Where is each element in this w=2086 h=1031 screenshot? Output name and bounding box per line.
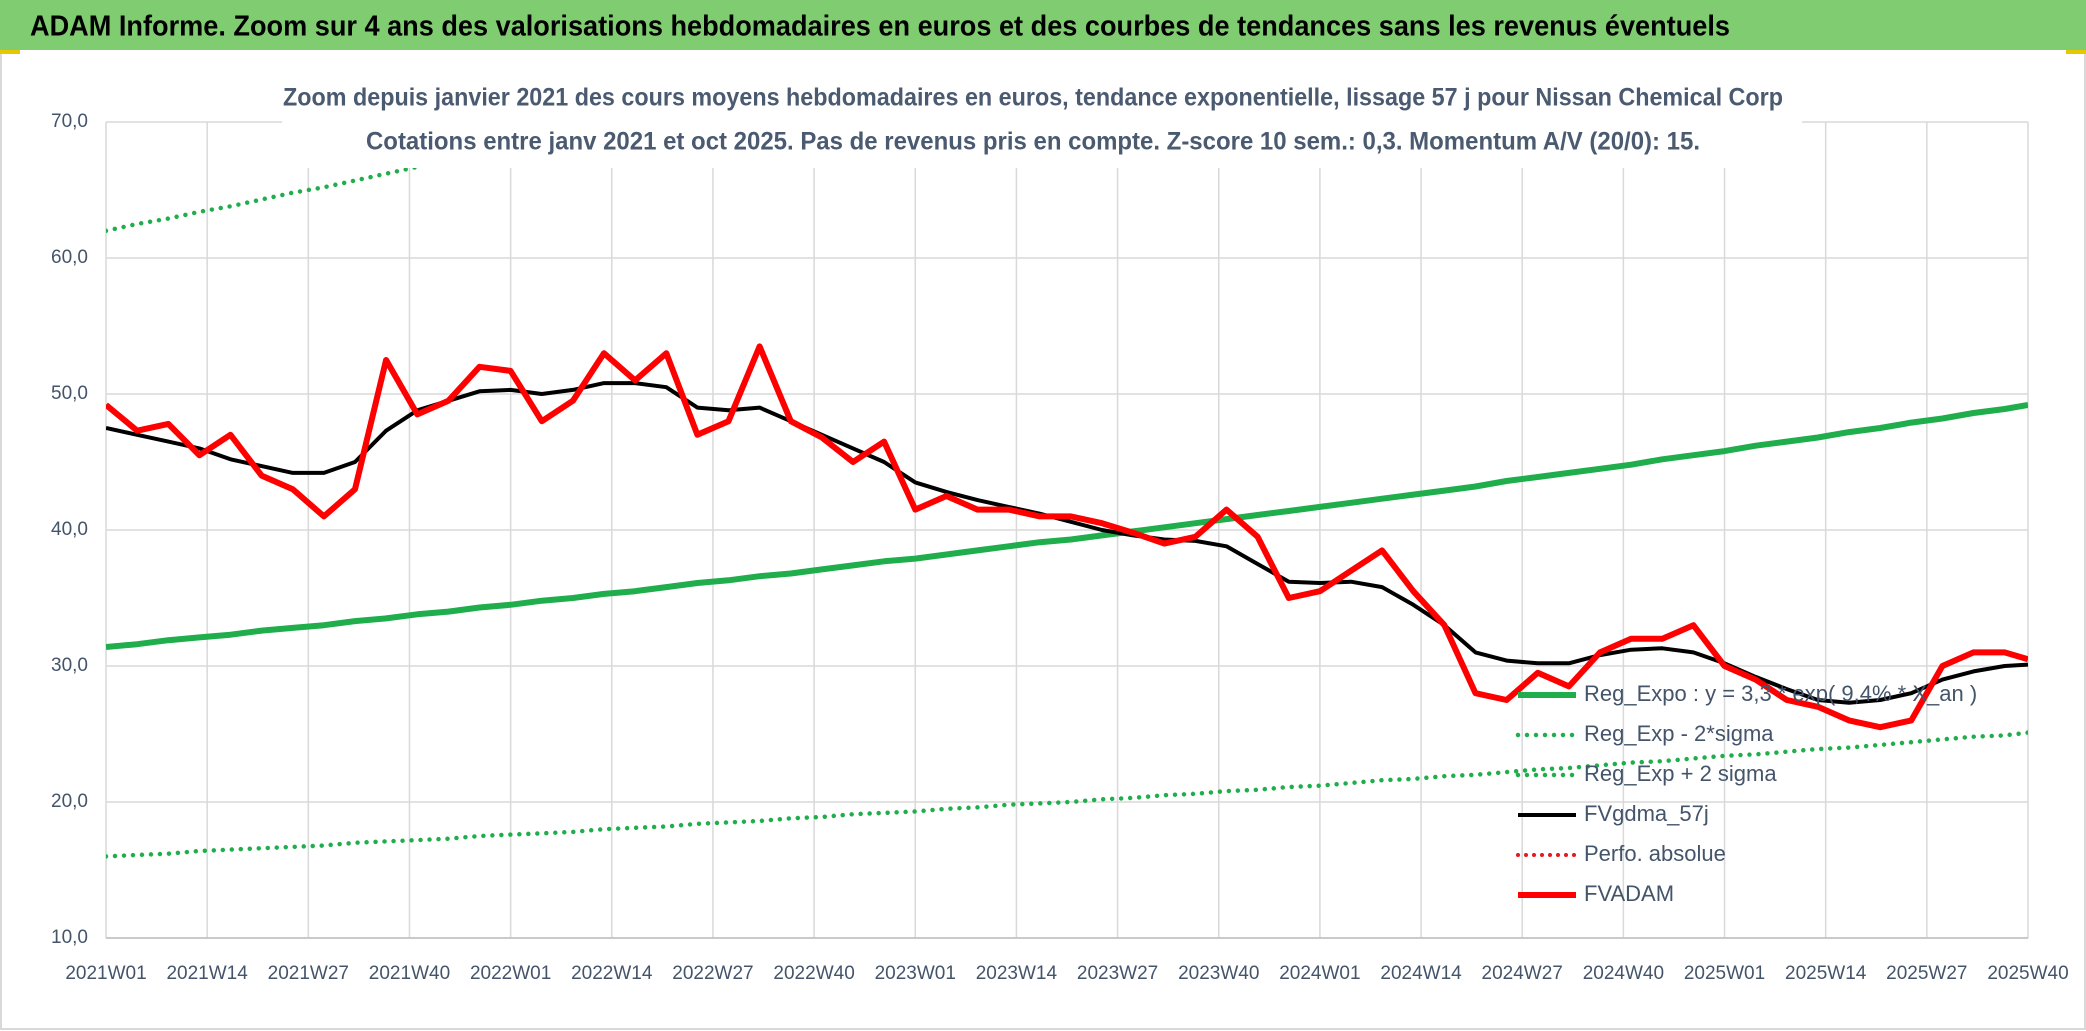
legend-label: Reg_Exp - 2*sigma [1584,721,1774,746]
y-tick-label: 60,0 [51,247,88,268]
x-tick-label: 2022W27 [672,963,753,984]
corner-accent [2066,50,2086,54]
series-line [106,401,2028,650]
y-tick-label: 40,0 [51,519,88,540]
series-line [106,343,2028,731]
x-tick-label: 2021W01 [65,963,146,984]
y-tick-label: 70,0 [51,111,88,132]
y-tick-label: 20,0 [51,791,88,812]
x-tick-label: 2021W14 [166,963,248,984]
x-tick-label: 2025W14 [1785,963,1867,984]
x-tick-label: 2024W40 [1583,963,1664,984]
corner-accent [0,50,20,54]
x-tick-label: 2022W40 [773,963,854,984]
x-tick-label: 2024W14 [1380,963,1462,984]
x-tick-label: 2023W14 [976,963,1058,984]
x-tick-label: 2025W01 [1684,963,1765,984]
x-tick-label: 2021W40 [369,963,450,984]
x-tick-label: 2023W27 [1077,963,1158,984]
x-tick-label: 2023W40 [1178,963,1259,984]
y-tick-label: 50,0 [51,383,88,404]
page-title: ADAM Informe. Zoom sur 4 ans des valoris… [30,11,1730,43]
x-tick-label: 2021W27 [268,963,349,984]
series-group [106,122,2028,859]
x-tick-label: 2022W14 [571,963,653,984]
header-bar [0,0,2086,50]
legend-label: FVADAM [1584,881,1674,906]
y-tick-label: 30,0 [51,655,88,676]
subtitle-backdrop [282,80,1802,168]
legend-label: FVgdma_57j [1584,801,1709,826]
legend-label: Perfo. absolue [1584,841,1726,866]
legend-label: Reg_Exp + 2 sigma [1584,761,1777,786]
chart-title: Zoom depuis janvier 2021 des cours moyen… [283,84,1783,112]
x-tick-label: 2022W01 [470,963,551,984]
legend: Reg_Expo : y = 3,3 * exp( 9,4% * X_an ) R… [1515,681,1977,906]
y-tick-label: 10,0 [51,927,88,948]
x-tick-label: 2024W01 [1279,963,1360,984]
legend-label: Reg_Expo : y = 3,3 * exp( 9,4% * X_an ) [1584,681,1977,706]
x-tick-label: 2025W40 [1987,963,2068,984]
axes: 10,0 20,0 30,0 40,0 50,0 60,0 70,0 2021W01 2021W… [51,111,2069,984]
x-tick-label: 2025W27 [1886,963,1967,984]
x-tick-label: 2023W01 [875,963,956,984]
x-tick-label: 2024W27 [1482,963,1563,984]
series-line [106,730,2028,859]
chart-subtitle: Cotations entre janv 2021 et oct 2025. P… [366,128,1700,156]
